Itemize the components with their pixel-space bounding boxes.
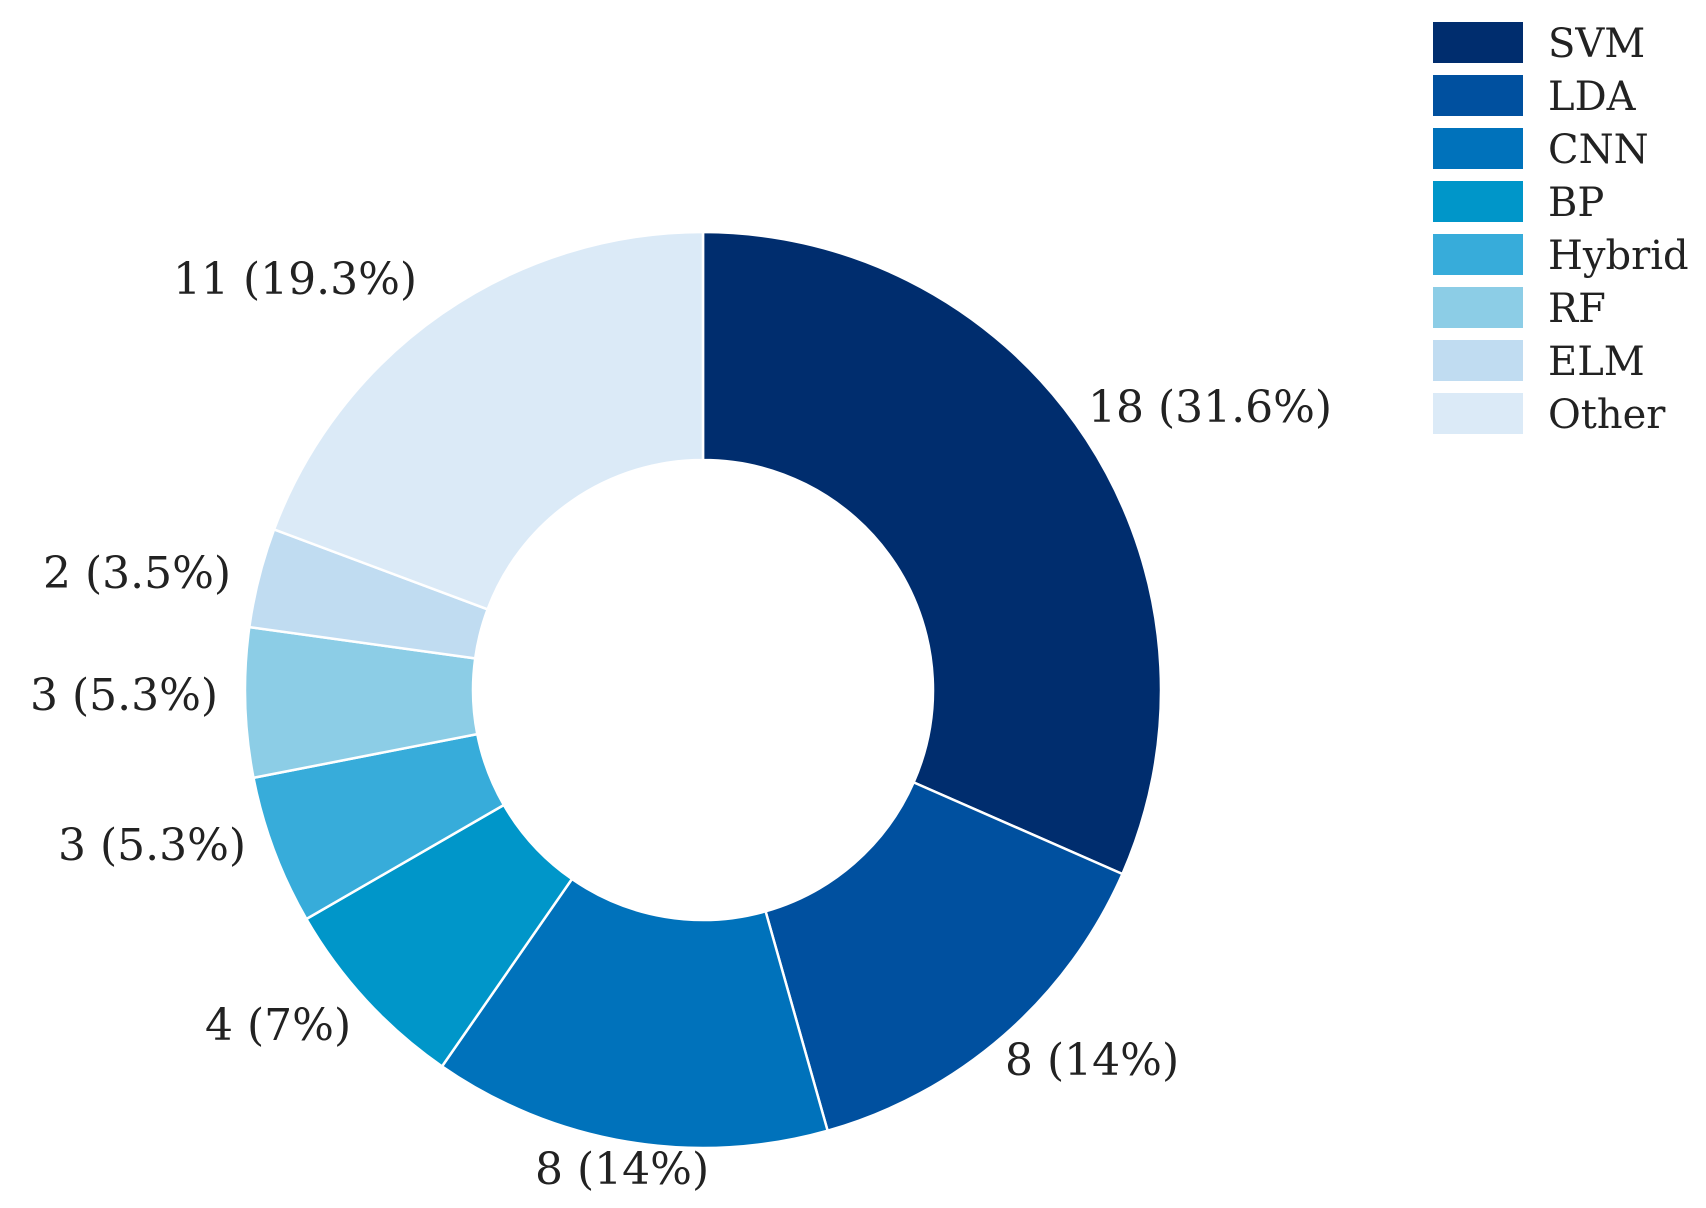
legend-label-elm: ELM bbox=[1548, 339, 1645, 385]
data-label-cnn: 8 (14%) bbox=[535, 1144, 709, 1195]
data-label-lda: 8 (14%) bbox=[1005, 1035, 1179, 1086]
legend-label-bp: BP bbox=[1548, 180, 1604, 226]
legend-label-lda: LDA bbox=[1548, 74, 1637, 120]
legend-label-hybrid: Hybrid bbox=[1548, 233, 1689, 279]
legend-swatch-cnn bbox=[1433, 128, 1523, 169]
slice-svm bbox=[701, 230, 1163, 876]
legend: SVM LDA CNN BP Hybrid RF ELM Other bbox=[1433, 21, 1689, 438]
legend-label-rf: RF bbox=[1548, 286, 1606, 332]
legend-swatch-other bbox=[1433, 393, 1523, 434]
data-label-other: 11 (19.3%) bbox=[173, 254, 417, 305]
data-labels: 18 (31.6%) 8 (14%) 8 (14%) 4 (7%) 3 (5.3%) 3 … bbox=[30, 254, 1332, 1195]
legend-label-cnn: CNN bbox=[1548, 127, 1649, 173]
legend-swatch-elm bbox=[1433, 340, 1523, 381]
legend-swatch-svm bbox=[1433, 22, 1523, 63]
data-label-rf: 3 (5.3%) bbox=[30, 670, 218, 721]
data-label-svm: 18 (31.6%) bbox=[1088, 382, 1332, 433]
slice-cnn bbox=[440, 877, 830, 1150]
legend-swatch-bp bbox=[1433, 181, 1523, 222]
data-label-elm: 2 (3.5%) bbox=[43, 548, 231, 599]
slice-other bbox=[272, 230, 705, 611]
data-label-hybrid: 3 (5.3%) bbox=[58, 820, 246, 871]
legend-swatch-hybrid bbox=[1433, 234, 1523, 275]
slice-lda bbox=[764, 780, 1125, 1133]
legend-label-svm: SVM bbox=[1548, 21, 1645, 67]
legend-swatch-rf bbox=[1433, 287, 1523, 328]
legend-label-other: Other bbox=[1548, 392, 1666, 438]
legend-swatch-lda bbox=[1433, 75, 1523, 116]
data-label-bp: 4 (7%) bbox=[205, 1000, 351, 1051]
donut-slices bbox=[243, 230, 1163, 1150]
